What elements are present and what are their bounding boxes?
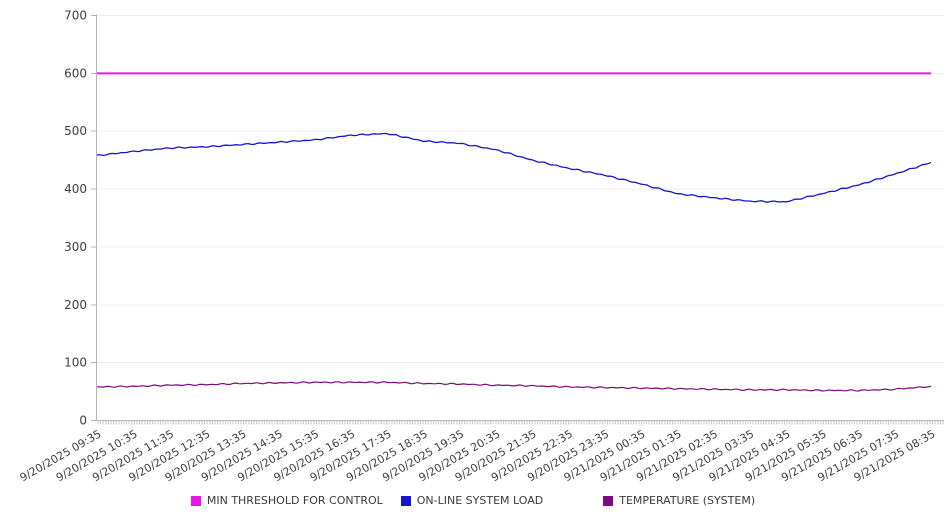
y-tick-label: 600	[64, 66, 87, 80]
series-line-3	[96, 381, 932, 392]
legend-label: MIN THRESHOLD FOR CONTROL	[206, 494, 383, 507]
y-tick-label: 100	[64, 356, 87, 370]
y-tick-label: 500	[64, 124, 87, 138]
y-tick-label: 300	[64, 240, 87, 254]
legend-swatch-icon	[603, 495, 614, 506]
legend-item-1[interactable]: MIN THRESHOLD FOR CONTROL	[190, 494, 383, 507]
y-tick-label: 700	[64, 9, 87, 23]
legend-item-3[interactable]: TEMPERATURE (SYSTEM)	[603, 494, 755, 507]
y-tick-label: 400	[64, 182, 87, 196]
legend-swatch-icon	[190, 495, 201, 506]
series-line-2	[96, 132, 932, 203]
legend-item-2[interactable]: ON-LINE SYSTEM LOAD	[400, 494, 544, 507]
legend-label: ON-LINE SYSTEM LOAD	[416, 494, 544, 507]
x-minor-ticks	[97, 420, 944, 425]
chart-legend: MIN THRESHOLD FOR CONTROL ON-LINE SYSTEM …	[0, 494, 946, 507]
y-tick-label: 0	[79, 414, 87, 428]
legend-swatch-icon	[400, 495, 411, 506]
y-tick-label: 200	[64, 298, 87, 312]
legend-label: TEMPERATURE (SYSTEM)	[619, 494, 756, 507]
